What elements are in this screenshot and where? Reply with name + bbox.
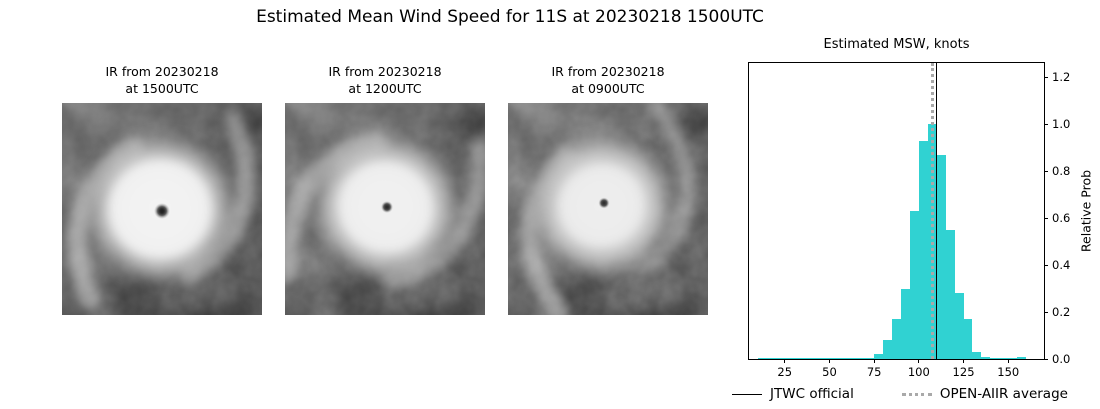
- ir-caption-line1: IR from 20230218: [328, 64, 442, 79]
- x-tick-label: 125: [952, 365, 975, 379]
- histogram-bar: [775, 357, 785, 359]
- histogram-bar: [972, 351, 982, 359]
- y-tick-label: 1.0: [1052, 117, 1071, 132]
- x-tick-label: 100: [907, 365, 930, 379]
- legend-item-openair: OPEN-AIIR average: [901, 386, 1068, 402]
- histogram-bar: [918, 140, 928, 359]
- histogram-bar: [865, 357, 875, 359]
- histogram-bar: [874, 354, 884, 359]
- ir-caption-line1: IR from 20230218: [551, 64, 665, 79]
- x-tick-label: 50: [822, 365, 837, 379]
- solid-line-icon: [732, 393, 763, 395]
- histogram-bar: [954, 293, 964, 359]
- y-tick-mark: [1044, 217, 1048, 219]
- open-aiir-average-line: [930, 63, 934, 359]
- ir-image-1200utc: [285, 103, 485, 315]
- histogram-bar: [847, 357, 857, 359]
- x-tick-mark: [963, 359, 965, 363]
- y-tick-label: 0.0: [1052, 352, 1071, 366]
- histogram-bar: [990, 357, 1000, 359]
- legend-label-jtwc: JTWC official: [770, 386, 854, 402]
- histogram-bar: [999, 357, 1009, 359]
- ir-image-0900utc: [508, 103, 708, 315]
- ir-caption-line2: at 0900UTC: [571, 80, 645, 96]
- y-axis-label: Relative Prob: [1078, 169, 1094, 253]
- histogram-bar: [856, 357, 866, 359]
- y-tick-mark: [1044, 311, 1048, 313]
- x-tick-label: 75: [866, 365, 882, 379]
- jtwc-official-line: [935, 63, 937, 359]
- histogram-bar: [820, 357, 830, 359]
- ir-caption-1500utc: IR from 20230218 at 1500UTC: [62, 64, 262, 98]
- y-tick-label: 0.2: [1052, 305, 1071, 320]
- histogram-bar: [909, 211, 919, 359]
- ir-caption-line2: at 1500UTC: [125, 80, 199, 96]
- histogram-bar: [963, 319, 973, 359]
- histogram-bar: [900, 288, 910, 359]
- x-tick-label: 25: [777, 365, 793, 379]
- histogram-bar: [784, 357, 794, 359]
- x-tick-mark: [1007, 359, 1009, 363]
- ir-caption-line2: at 1200UTC: [348, 80, 422, 96]
- y-tick-mark: [1044, 170, 1048, 172]
- legend-label-openair: OPEN-AIIR average: [939, 386, 1068, 402]
- histogram-bar: [945, 229, 955, 359]
- histogram-bar: [838, 357, 848, 359]
- histogram-bar: [793, 357, 803, 359]
- y-tick-mark: [1044, 76, 1048, 78]
- histogram-bar: [981, 356, 991, 359]
- histogram-bar: [811, 357, 821, 359]
- ir-caption-1200utc: IR from 20230218 at 1200UTC: [285, 64, 485, 98]
- histogram-bar: [892, 319, 901, 359]
- x-tick-label: 150: [997, 365, 1020, 379]
- y-tick-label: 1.2: [1052, 70, 1071, 85]
- legend-item-jtwc: JTWC official: [732, 386, 854, 402]
- x-tick-mark: [828, 359, 830, 363]
- y-tick-label: 0.6: [1052, 211, 1071, 226]
- x-tick-mark: [918, 359, 920, 363]
- histogram-bar: [1008, 357, 1018, 359]
- ir-image-1500utc: [62, 103, 262, 315]
- y-tick-label: 0.4: [1052, 258, 1071, 273]
- legend: JTWC official OPEN-AIIR average: [700, 386, 1100, 402]
- ir-caption-0900utc: IR from 20230218 at 0900UTC: [508, 64, 708, 98]
- x-tick-mark: [873, 359, 875, 363]
- histogram-bar: [757, 357, 767, 359]
- histogram-bar: [802, 357, 812, 359]
- histogram-title: Estimated MSW, knots: [823, 37, 970, 52]
- y-tick-mark: [1044, 123, 1048, 125]
- histogram-bar: [829, 357, 839, 359]
- dotted-line-icon: [901, 392, 932, 396]
- y-tick-mark: [1044, 264, 1048, 266]
- figure-title: Estimated Mean Wind Speed for 11S at 202…: [256, 7, 764, 27]
- histogram-bar: [936, 154, 946, 359]
- y-tick-label: 0.8: [1052, 164, 1071, 179]
- histogram-bar: [883, 340, 893, 359]
- x-tick-mark: [784, 359, 786, 363]
- y-tick-mark: [1044, 358, 1048, 360]
- histogram-bar: [1017, 356, 1027, 359]
- histogram-bar: [766, 357, 776, 359]
- ir-caption-line1: IR from 20230218: [105, 64, 219, 79]
- histogram-axes: 25 50 75 100 125 150 0.0 0.2 0.4 0.6 0.8 1.0 1.2: [748, 62, 1070, 379]
